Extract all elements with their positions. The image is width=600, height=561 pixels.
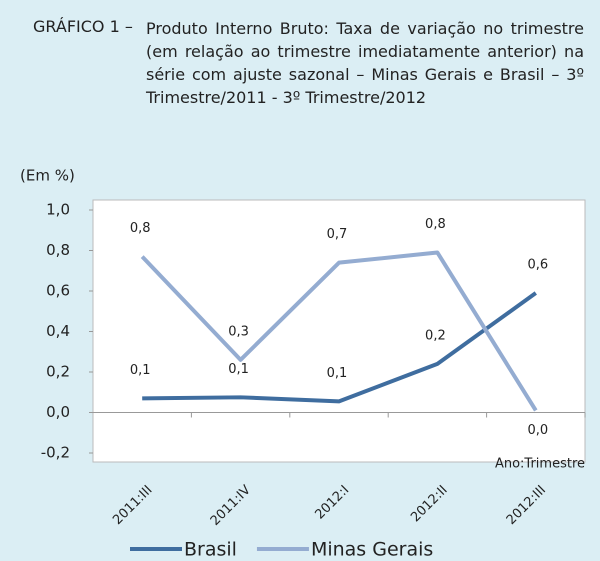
legend-label: Brasil xyxy=(184,539,237,561)
series-line xyxy=(140,250,538,412)
y-tick-label: 0,6 xyxy=(46,282,70,300)
y-tick-label: 0,2 xyxy=(46,363,70,381)
figure-label: GRÁFICO 1 – xyxy=(33,17,133,36)
x-tick-label: 2011:III xyxy=(110,483,155,528)
y-axis-label: (Em %) xyxy=(20,167,75,185)
y-tick-label: 1,0 xyxy=(46,201,70,219)
data-label: 0,8 xyxy=(425,217,446,232)
series-line xyxy=(142,291,537,404)
data-label: 0,2 xyxy=(425,328,446,343)
x-tick-label: 2011:IV xyxy=(208,483,254,529)
data-label: 0,7 xyxy=(327,227,348,242)
x-tick-label: 2012:I xyxy=(312,483,352,523)
plot-area xyxy=(92,199,586,463)
data-label: 0,8 xyxy=(130,221,151,236)
chart-title: Produto Interno Bruto: Taxa de variação … xyxy=(146,19,584,107)
x-tick-label: 2012:II xyxy=(408,483,451,526)
x-axis-label: Ano:Trimestre xyxy=(495,457,585,472)
y-tick-label: 0,0 xyxy=(46,403,70,421)
y-tick-label: 0,8 xyxy=(46,241,70,259)
data-label: 0,1 xyxy=(327,366,348,381)
legend-label: Minas Gerais xyxy=(311,539,433,561)
data-label: 0,1 xyxy=(228,362,249,377)
data-label: 0,0 xyxy=(527,423,548,438)
data-label: 0,6 xyxy=(527,258,548,273)
y-tick-label: -0,2 xyxy=(41,444,70,462)
data-label: 0,1 xyxy=(130,363,151,378)
data-label: 0,3 xyxy=(228,324,249,339)
x-tick-label: 2012:III xyxy=(504,483,549,528)
y-tick-label: 0,4 xyxy=(46,322,70,340)
